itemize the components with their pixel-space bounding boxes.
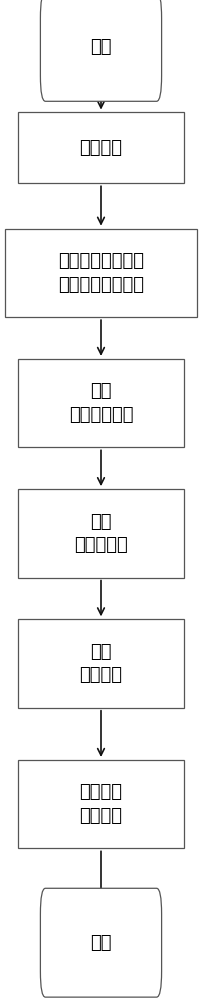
Bar (18, 489, 184, 578)
Bar (18, 359, 184, 447)
Text: 完成二级
视线追踪: 完成二级 视线追踪 (80, 783, 122, 825)
Text: 结束: 结束 (90, 934, 112, 952)
Text: 获取
约束视场: 获取 约束视场 (80, 643, 122, 684)
Bar (18, 112, 184, 183)
Text: 获取图像: 获取图像 (80, 139, 122, 157)
Text: 获取
基准注视方向: 获取 基准注视方向 (69, 382, 133, 424)
FancyBboxPatch shape (40, 888, 162, 997)
Text: 获取人脸区域以及
眼部区域图像信息: 获取人脸区域以及 眼部区域图像信息 (58, 252, 144, 294)
Text: 开始: 开始 (90, 38, 112, 56)
Bar (18, 760, 184, 848)
Bar (18, 619, 184, 708)
Text: 获取
基准注视点: 获取 基准注视点 (74, 513, 128, 554)
FancyBboxPatch shape (40, 0, 162, 101)
Bar (5, 229, 197, 317)
